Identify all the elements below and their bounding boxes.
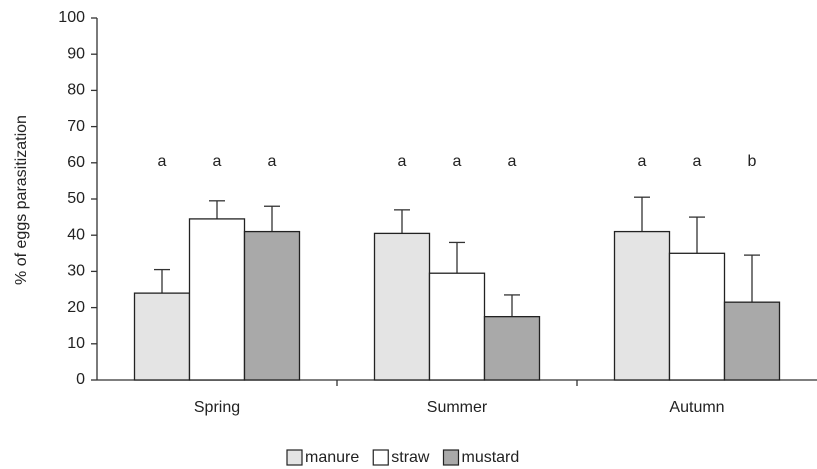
y-tick-label: 60	[67, 154, 85, 171]
significance-letter: a	[508, 153, 517, 170]
x-tick-label: Autumn	[669, 399, 724, 416]
bar	[723, 301, 781, 381]
x-tick-label: Summer	[427, 399, 488, 416]
significance-letter: a	[453, 153, 462, 170]
bar	[428, 272, 486, 381]
bar	[188, 218, 246, 381]
y-tick-label: 30	[67, 263, 85, 280]
bar	[133, 292, 191, 381]
y-tick-label: 10	[67, 335, 85, 352]
bar	[373, 232, 431, 381]
legend-swatch	[442, 449, 460, 466]
significance-letter: b	[748, 153, 757, 170]
y-axis-label: % of eggs parasitization	[13, 115, 30, 285]
significance-letter: a	[158, 153, 167, 170]
bar	[243, 230, 301, 381]
y-tick-label: 70	[67, 118, 85, 135]
significance-letter: a	[268, 153, 277, 170]
legend-swatch	[286, 449, 303, 466]
legend-label: mustard	[461, 449, 519, 466]
y-tick-label: 40	[67, 226, 85, 243]
legend-swatch	[372, 449, 389, 466]
x-tick-label: Spring	[194, 399, 240, 416]
y-tick-label: 20	[67, 299, 85, 316]
significance-letter: a	[213, 153, 222, 170]
significance-letter: a	[693, 153, 702, 170]
y-tick-label: 90	[67, 45, 85, 62]
legend-label: straw	[391, 449, 430, 466]
bar	[483, 315, 541, 381]
y-tick-label: 50	[67, 190, 85, 207]
y-tick-label: 100	[58, 9, 85, 26]
bar	[668, 252, 726, 381]
significance-letter: a	[398, 153, 407, 170]
y-tick-label: 80	[67, 82, 85, 99]
significance-letter: a	[638, 153, 647, 170]
legend-label: manure	[305, 449, 359, 466]
bar	[613, 230, 671, 381]
y-tick-label: 0	[76, 371, 85, 388]
